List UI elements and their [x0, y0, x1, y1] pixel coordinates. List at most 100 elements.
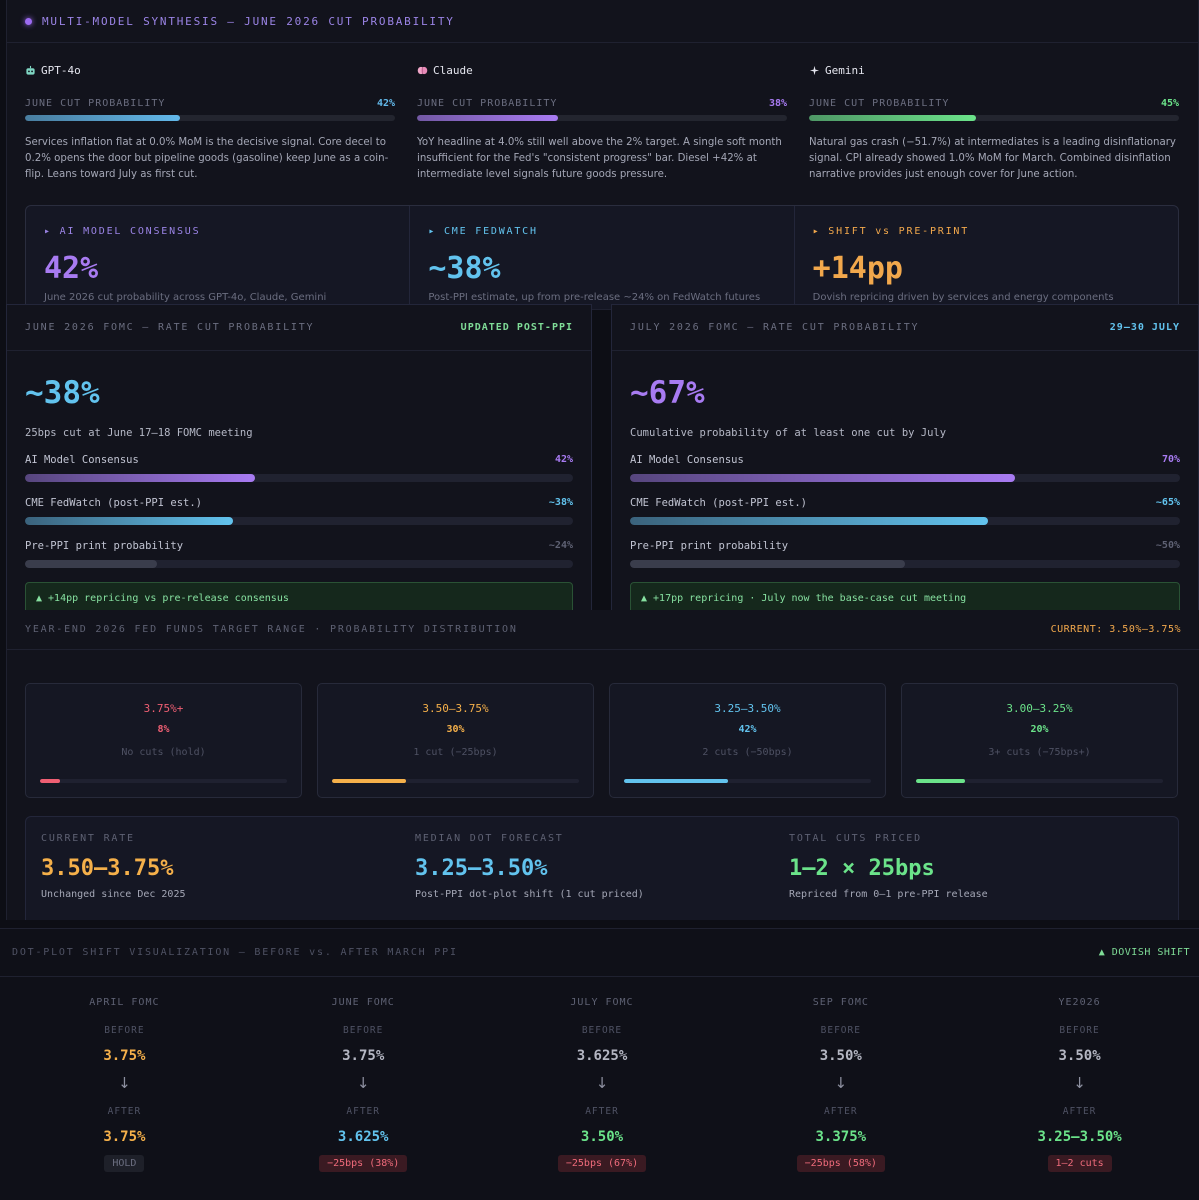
prob-bar-fill: [630, 560, 905, 568]
model-prob-label: JUNE CUT PROBABILITY: [809, 98, 950, 109]
prob-row: CME FedWatch (post-PPI est.) ~38%: [25, 497, 573, 525]
stat-sub: Post-PPI dot-plot shift (1 cut priced): [415, 889, 644, 900]
stat-label: TOTAL CUTS PRICED: [789, 833, 922, 844]
model-prob-row: JUNE CUT PROBABILITY 42%: [25, 98, 395, 109]
range-bar-fill: [40, 779, 60, 783]
before-value: 3.75%: [103, 1048, 146, 1064]
meeting-title: APRIL FOMC: [89, 997, 160, 1008]
model-prob-row: JUNE CUT PROBABILITY 45%: [809, 98, 1179, 109]
consensus-shift: ▸ SHIFT vs PRE-PRINT +14pp Dovish repric…: [793, 206, 1178, 309]
range-desc: No cuts (hold): [121, 747, 206, 758]
dotplot-header: DOT-PLOT SHIFT VISUALIZATION — BEFORE vs…: [0, 929, 1199, 977]
range-desc: 1 cut (−25bps): [413, 747, 498, 758]
prob-row: Pre-PPI print probability ~24%: [25, 540, 573, 568]
robot-icon: [26, 65, 35, 75]
june-fomc-card: JUNE 2026 FOMC — RATE CUT PROBABILITY UP…: [6, 304, 592, 612]
model-prob-label: JUNE CUT PROBABILITY: [417, 98, 558, 109]
dotplot-columns: APRIL FOMC BEFORE 3.75% ↓ AFTER 3.75% HO…: [5, 997, 1199, 1172]
model-name: Claude: [433, 63, 473, 77]
model-card-gemini: Gemini JUNE CUT PROBABILITY 45% Natural …: [809, 62, 1179, 183]
before-label: BEFORE: [104, 1025, 145, 1036]
card-body: ~38% 25bps cut at June 17–18 FOMC meetin…: [7, 351, 591, 611]
card-tag: 29–30 JULY: [1109, 322, 1180, 333]
prob-bar-fill: [630, 517, 988, 525]
range-bar: [624, 779, 871, 783]
change-badge: −25bps (67%): [557, 1155, 647, 1172]
change-badge: HOLD: [104, 1155, 145, 1172]
consensus-sub: June 2026 cut probability across GPT-4o,…: [44, 292, 327, 303]
model-name: Gemini: [825, 63, 865, 77]
sparkle-icon: [809, 65, 820, 75]
range-box: 3.75%+ 8% No cuts (hold): [25, 683, 302, 798]
after-value: 3.75%: [103, 1129, 146, 1145]
model-prob-bar: [417, 115, 787, 121]
before-value: 3.50%: [819, 1048, 862, 1064]
stat-value: 3.25–3.50%: [415, 856, 548, 881]
consensus-value: +14pp: [812, 251, 903, 286]
consensus-summary: ▸ AI MODEL CONSENSUS 42% June 2026 cut p…: [25, 205, 1179, 309]
model-prob-bar: [25, 115, 395, 121]
range-label: 3.75%+: [143, 702, 184, 715]
model-rationale: Services inflation flat at 0.0% MoM is t…: [25, 137, 389, 180]
prob-row-value: ~38%: [548, 497, 573, 508]
prob-row-label: AI Model Consensus: [25, 454, 139, 466]
model-prob-fill: [25, 115, 181, 121]
model-header: GPT-4o: [25, 62, 395, 78]
before-label: BEFORE: [1059, 1025, 1100, 1036]
yearend-header: YEAR-END 2026 FED FUNDS TARGET RANGE · P…: [7, 610, 1199, 650]
july-fomc-card: JULY 2026 FOMC — RATE CUT PROBABILITY 29…: [611, 304, 1199, 612]
dotplot-column: APRIL FOMC BEFORE 3.75% ↓ AFTER 3.75% HO…: [5, 997, 244, 1172]
before-value: 3.50%: [1058, 1048, 1101, 1064]
model-card-claude: Claude JUNE CUT PROBABILITY 38% YoY head…: [417, 62, 787, 183]
model-prob-fill: [417, 115, 558, 121]
range-box: 3.50–3.75% 30% 1 cut (−25bps): [317, 683, 594, 798]
range-desc: 3+ cuts (−75bps+): [988, 747, 1091, 758]
consensus-sub: Dovish repricing driven by services and …: [812, 292, 1114, 303]
range-desc: 2 cuts (−50bps): [702, 747, 793, 758]
dotplot-title: DOT-PLOT SHIFT VISUALIZATION — BEFORE vs…: [12, 947, 458, 958]
stat-label: MEDIAN DOT FORECAST: [415, 833, 564, 844]
card-title: JULY 2026 FOMC — RATE CUT PROBABILITY: [630, 322, 920, 333]
current-range-label: CURRENT: 3.50%–3.75%: [1050, 624, 1181, 635]
after-label: AFTER: [823, 1106, 858, 1117]
before-value: 3.75%: [342, 1048, 385, 1064]
consensus-value: 42%: [44, 251, 99, 286]
model-prob-value: 45%: [1160, 98, 1179, 109]
after-value: 3.50%: [580, 1129, 624, 1145]
range-pct: 8%: [157, 724, 170, 735]
dovish-shift-tag: ▲ DOVISH SHIFT: [1098, 947, 1190, 958]
model-prob-bar: [809, 115, 1179, 121]
prob-bar-fill: [25, 517, 234, 525]
consensus-label: ▸ CME FEDWATCH: [428, 226, 538, 237]
prob-row-label: AI Model Consensus: [630, 454, 744, 466]
down-arrow-icon: ↓: [118, 1074, 131, 1092]
before-label: BEFORE: [581, 1025, 623, 1036]
big-probability: ~67%: [630, 375, 705, 411]
model-prob-value: 38%: [768, 98, 787, 109]
model-prob-label: JUNE CUT PROBABILITY: [25, 98, 166, 109]
stat-sub: Repriced from 0–1 pre-PPI release: [789, 889, 988, 900]
stat-label: CURRENT RATE: [41, 833, 135, 844]
range-bar: [40, 779, 287, 783]
range-label: 3.25–3.50%: [714, 702, 781, 715]
change-badge: −25bps (38%): [319, 1155, 408, 1172]
after-value: 3.375%: [815, 1129, 867, 1145]
prob-row-value: ~50%: [1155, 540, 1180, 551]
range-bar: [916, 779, 1163, 783]
down-arrow-icon: ↓: [1073, 1074, 1086, 1092]
after-label: AFTER: [1062, 1106, 1097, 1117]
prob-bar: [630, 474, 1180, 482]
down-arrow-icon: ↓: [595, 1074, 609, 1092]
brain-icon: [417, 66, 428, 74]
model-header: Claude: [417, 62, 787, 78]
synthesis-header: MULTI-MODEL SYNTHESIS — JUNE 2026 CUT PR…: [7, 0, 1198, 43]
range-bar-fill: [624, 779, 728, 783]
prob-row-label: Pre-PPI print probability: [25, 540, 184, 552]
meeting-title: SEP FOMC: [812, 997, 869, 1008]
model-rationale: YoY headline at 4.0% still well above th…: [417, 137, 782, 180]
model-list: GPT-4o JUNE CUT PROBABILITY 42% Services…: [25, 62, 1181, 183]
after-label: AFTER: [107, 1106, 142, 1117]
dotplot-panel: DOT-PLOT SHIFT VISUALIZATION — BEFORE vs…: [0, 928, 1199, 1200]
yearend-title: YEAR-END 2026 FED FUNDS TARGET RANGE · P…: [25, 624, 518, 635]
prob-bar-fill: [630, 474, 1015, 482]
